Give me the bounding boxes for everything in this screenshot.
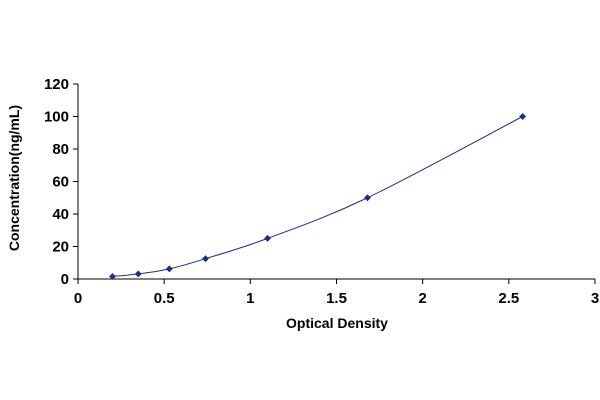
data-point-marker — [519, 112, 527, 121]
x-tick-label: 0.5 — [154, 290, 175, 307]
y-tick-label: 40 — [52, 206, 69, 223]
y-axis-title: Concentration(ng/mL) — [6, 105, 22, 251]
data-point-marker — [201, 255, 210, 263]
axes — [77, 84, 595, 280]
x-tick-label: 0 — [74, 290, 82, 307]
x-tick-label: 2.5 — [498, 290, 519, 307]
x-axis-title: Optical Density — [286, 315, 388, 331]
data-point-marker — [363, 194, 372, 202]
x-tick-label: 1.5 — [326, 290, 347, 307]
y-tick-label: 100 — [44, 109, 69, 126]
x-tick-label: 3 — [591, 290, 599, 307]
x-tick-label: 2 — [418, 290, 426, 307]
fit-curve-line — [112, 116, 523, 277]
y-tick-label: 60 — [52, 174, 69, 191]
data-point-marker — [264, 234, 272, 242]
data-point-marker — [108, 272, 117, 281]
data-point-marker — [134, 270, 142, 278]
y-tick-label: 80 — [52, 141, 69, 158]
ticks: 0 20 40 60 80 100 120 0 0.5 1 1.5 2 2.5 3 — [44, 76, 599, 307]
y-tick-label: 120 — [44, 76, 69, 93]
y-tick-label: 20 — [52, 239, 69, 256]
y-tick-label: 0 — [61, 271, 69, 288]
x-tick-label: 1 — [246, 290, 254, 307]
data-points — [108, 112, 527, 281]
data-point-marker — [165, 265, 173, 273]
fit-curve-layer — [112, 116, 523, 277]
